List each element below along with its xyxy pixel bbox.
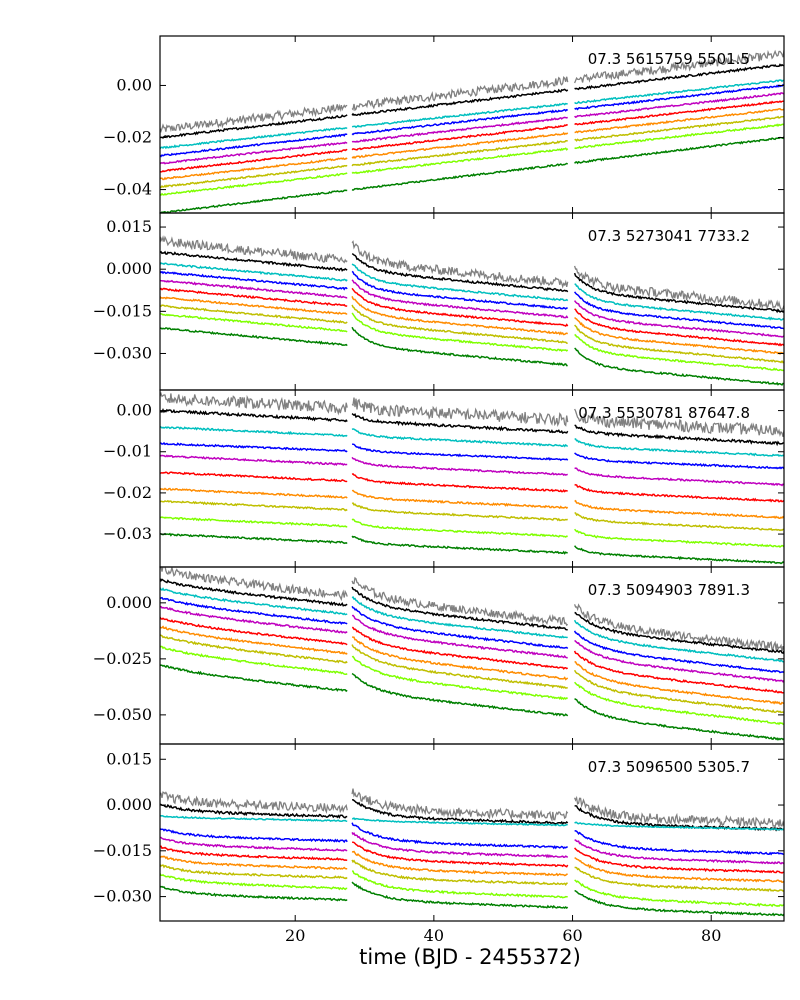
series-5-line (160, 454, 784, 487)
panel-1: 0.00 −0.02 −0.04 07.3 5615759 5501.5 (103, 35, 785, 214)
series-1-line (160, 235, 784, 311)
panel-annotation: 07.3 5094903 7891.3 (588, 581, 750, 599)
x-tick-label: 20 (285, 926, 305, 945)
panel-annotation: 07.3 5096500 5305.7 (588, 758, 750, 776)
series-1-line (160, 391, 784, 437)
series-2-line (160, 408, 784, 447)
panel-frame (159, 743, 785, 922)
series-7-line (160, 625, 784, 705)
series-10-line (160, 136, 784, 213)
y-tick-label: −0.04 (103, 180, 152, 199)
panel-3: 0.00 −0.01 −0.02 −0.03 07.3 5530781 87647.8 (103, 389, 785, 568)
panel-5: 0.015 0.000 −0.015 −0.030 07.3 5096500 5305.… (93, 743, 785, 922)
series-group (160, 788, 784, 917)
series-8-line (160, 859, 784, 893)
series-8-line (160, 304, 784, 364)
y-tick-label: −0.030 (93, 887, 152, 906)
x-tick-label: 80 (701, 926, 721, 945)
series-group (160, 391, 784, 565)
series-2-line (160, 63, 784, 139)
series-4-line (160, 83, 784, 158)
series-5-line (160, 92, 784, 165)
series-group (160, 49, 784, 213)
y-tick-label: −0.015 (93, 301, 152, 320)
series-8-line (160, 115, 784, 189)
y-tick-label: −0.02 (103, 483, 152, 502)
y-tick-label: −0.015 (93, 841, 152, 860)
series-1-line (160, 567, 784, 653)
y-tick-label: 0.00 (116, 75, 152, 94)
series-9-line (160, 123, 784, 197)
series-9-line (160, 516, 784, 548)
series-7-line (160, 850, 784, 884)
series-7-line (160, 487, 784, 519)
series-5-line (160, 832, 784, 865)
series-1-line (160, 788, 784, 828)
y-tick-label: −0.02 (103, 128, 152, 147)
series-8-line (160, 499, 784, 532)
series-5-line (160, 279, 784, 338)
y-tick-label: −0.030 (93, 343, 152, 362)
x-axis-label: time (BJD - 2455372) (359, 945, 581, 969)
series-4-line (160, 596, 784, 674)
series-6-line (160, 616, 784, 694)
series-6-line (160, 841, 784, 874)
y-tick-label: −0.01 (103, 442, 152, 461)
series-2-line (160, 250, 784, 314)
series-group (160, 235, 784, 386)
series-5-line (160, 605, 784, 683)
series-3-line (160, 79, 784, 150)
series-7-line (160, 296, 784, 356)
y-tick-label: 0.000 (106, 795, 152, 814)
panel-annotation: 07.3 5530781 87647.8 (578, 404, 750, 422)
series-10-line (160, 664, 784, 741)
series-9-line (160, 312, 784, 372)
series-3-line (160, 262, 784, 321)
y-tick-label: −0.03 (103, 524, 152, 543)
y-tick-label: 0.000 (106, 259, 152, 278)
series-4-line (160, 270, 784, 330)
series-10-line (160, 881, 784, 917)
series-6-line (160, 471, 784, 503)
panel-2: 0.015 0.000 −0.015 −0.030 07.3 5273041 7733.… (93, 212, 785, 391)
panel-4: 0.000 −0.025 −0.050 07.3 5094903 7891.3 (93, 566, 785, 745)
series-9-line (160, 645, 784, 726)
x-tick-label: 40 (424, 926, 444, 945)
y-tick-label: 0.015 (106, 749, 152, 768)
panel-annotation: 07.3 5615759 5501.5 (588, 50, 750, 68)
series-3-line (160, 587, 784, 663)
series-8-line (160, 634, 784, 714)
series-3-line (160, 814, 784, 831)
series-9-line (160, 870, 784, 908)
series-7-line (160, 108, 784, 181)
series-3-line (160, 425, 784, 458)
series-6-line (160, 287, 784, 347)
y-tick-label: 0.000 (106, 593, 152, 612)
series-group (160, 567, 784, 741)
series-6-line (160, 100, 784, 173)
y-tick-label: 0.015 (106, 217, 152, 236)
x-axis: 20 40 60 80 (285, 926, 721, 945)
y-tick-label: −0.025 (93, 649, 152, 668)
series-4-line (160, 822, 784, 856)
series-10-line (160, 326, 784, 386)
panel-annotation: 07.3 5273041 7733.2 (588, 227, 750, 245)
series-1-line (160, 49, 784, 134)
x-tick-label: 60 (562, 926, 582, 945)
y-tick-label: 0.00 (116, 401, 152, 420)
series-2-line (160, 578, 784, 654)
y-tick-label: −0.050 (93, 705, 152, 724)
series-4-line (160, 441, 784, 470)
series-10-line (160, 532, 784, 565)
